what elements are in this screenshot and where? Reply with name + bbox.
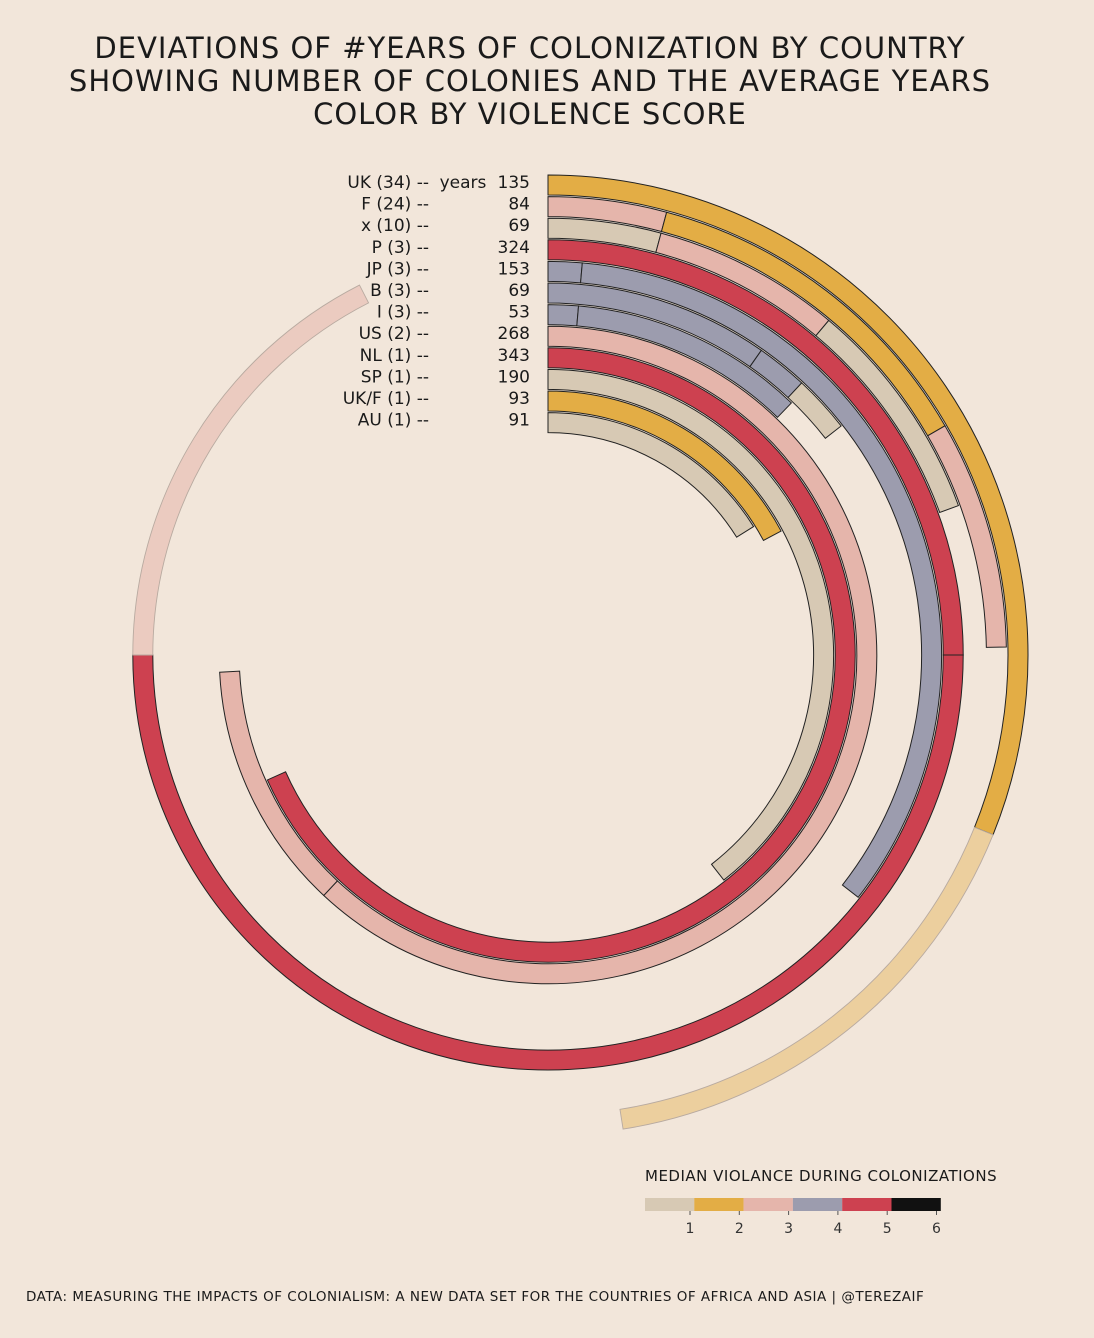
arc-row-7: [219, 325, 878, 985]
row-years-value: 324: [498, 238, 530, 258]
row-label: UK/F (1) --: [343, 389, 429, 409]
arc-row-9: [547, 368, 835, 881]
row-label: x (10) --: [361, 216, 429, 236]
row-years-value: 53: [508, 303, 530, 323]
arc-segment: [926, 425, 1007, 648]
legend-swatch: [645, 1198, 695, 1211]
title-line-2: SHOWING NUMBER OF COLONIES AND THE AVERA…: [68, 64, 992, 98]
row-years-value: 268: [498, 324, 530, 344]
legend: MEDIAN VIOLANCE DURING COLONIZATIONS 1 2 3 4…: [645, 1167, 997, 1237]
arc-segment: [219, 670, 339, 897]
arc-row-3: [132, 239, 964, 1071]
arc-segment: [619, 826, 994, 1130]
arc-row-11: [547, 412, 755, 538]
row-years-value: 343: [498, 346, 530, 366]
legend-swatch: [694, 1198, 744, 1211]
source-footer: DATA: MEASURING THE IMPACTS OF COLONIALI…: [26, 1289, 925, 1305]
row-label: SP (1) --: [361, 367, 429, 387]
legend-swatch: [743, 1198, 793, 1211]
arc-row-1: [547, 196, 1007, 648]
row-years-value: 69: [508, 281, 530, 301]
row-years-value: 190: [498, 367, 530, 387]
row-years-value: 93: [508, 389, 530, 409]
legend-swatch: [842, 1198, 892, 1211]
arc-row-2: [547, 217, 960, 514]
row-years-value: 135: [498, 173, 530, 193]
legend-title: MEDIAN VIOLANCE DURING COLONIZATIONS: [645, 1167, 997, 1185]
legend-tick-label: 1: [686, 1221, 695, 1237]
arc-row-5: [547, 282, 842, 439]
row-label: US (2) --: [359, 324, 429, 344]
arc-segment: [266, 347, 856, 963]
chart-title: DEVIATIONS OF #YEARS OF COLONIZATION BY …: [0, 32, 1060, 131]
years-label: years: [440, 173, 487, 193]
row-label: JP (3) --: [366, 259, 429, 279]
arc-row-0: [547, 174, 1029, 1130]
title-line-3: COLOR BY VIOLENCE SCORE: [313, 97, 747, 131]
row-years-value: 91: [508, 411, 530, 431]
legend-tick-label: 3: [784, 1221, 793, 1237]
arc-row-6: [547, 304, 793, 419]
legend-tick-label: 6: [932, 1221, 941, 1237]
row-label: UK (34) --: [347, 173, 429, 193]
row-label: P (3) --: [372, 238, 429, 258]
arc-segment: [132, 284, 370, 656]
legend-swatch: [792, 1198, 843, 1211]
arc-segment: [547, 260, 583, 284]
arc-segment: [547, 412, 755, 538]
row-years-value: 84: [508, 195, 530, 215]
arc-segment: [547, 368, 835, 881]
arc-row-4: [547, 260, 943, 899]
arc-segment: [547, 304, 580, 327]
arc-row-10: [547, 390, 782, 542]
row-label: AU (1) --: [358, 411, 429, 431]
arc-segment: [815, 319, 960, 514]
row-label: NL (1) --: [360, 346, 429, 366]
legend-swatch: [891, 1198, 941, 1211]
legend-tick-label: 2: [735, 1221, 744, 1237]
arc-segment: [547, 390, 782, 542]
arc-row-8: [266, 347, 856, 963]
row-label: F (24) --: [361, 195, 429, 215]
row-label: I (3) --: [377, 303, 429, 323]
arc-segment: [787, 382, 842, 439]
legend-tick-label: 5: [883, 1221, 892, 1237]
title-line-1: DEVIATIONS OF #YEARS OF COLONIZATION BY …: [94, 31, 966, 65]
row-years-value: 69: [508, 216, 530, 236]
row-label: B (3) --: [370, 281, 429, 301]
row-years-value: 153: [498, 259, 530, 279]
arc-segment: [576, 305, 793, 419]
arc-segment: [580, 262, 943, 899]
legend-tick-label: 4: [833, 1221, 842, 1237]
arc-group: [132, 174, 1029, 1130]
row-labels: UK (34) -- years 135 F (24) -- 84 x (10) -- 69…: [343, 173, 530, 431]
